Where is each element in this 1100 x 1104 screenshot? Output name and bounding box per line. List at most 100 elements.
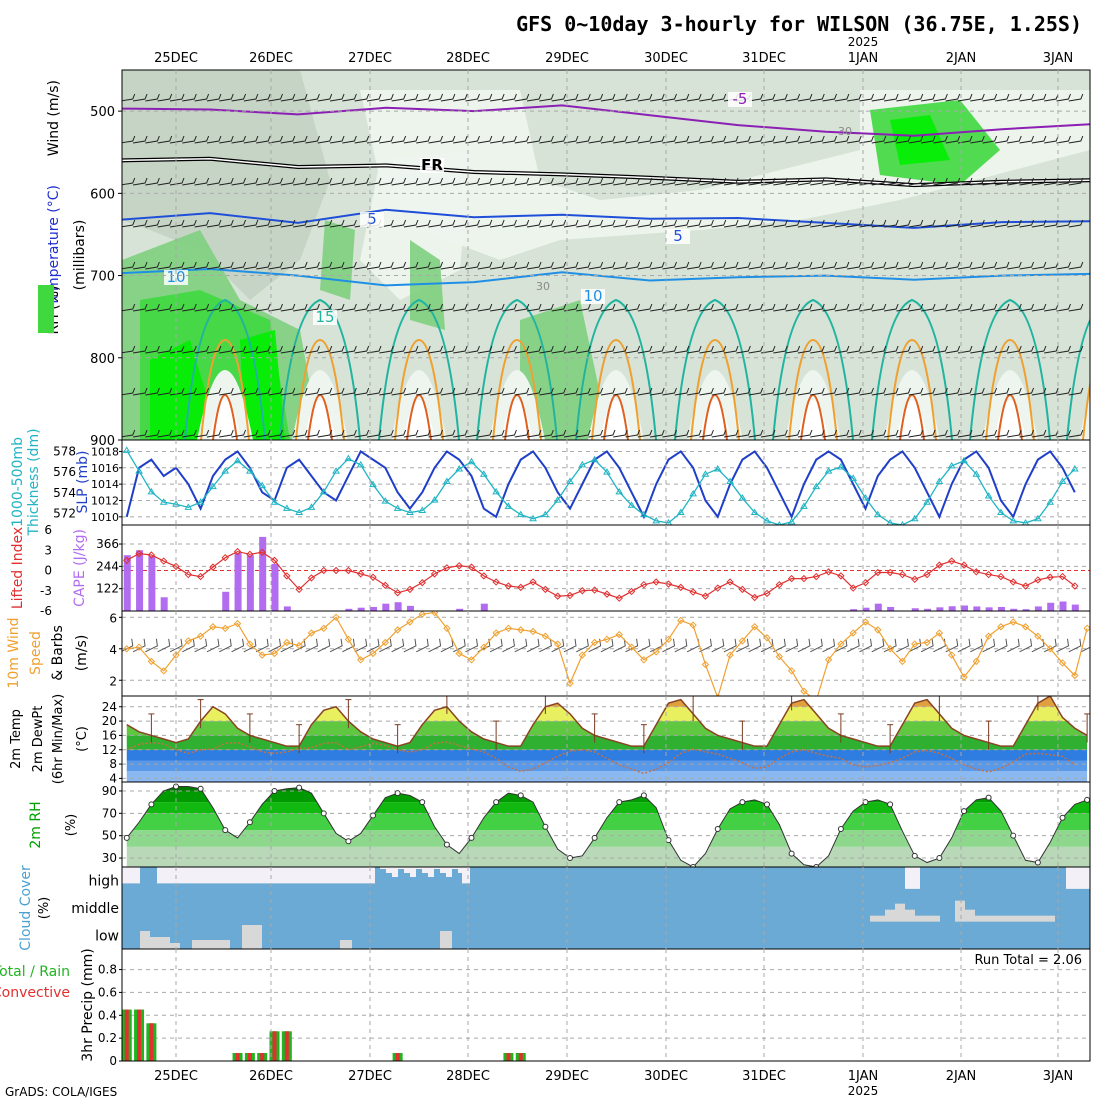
wind-barb: [416, 135, 431, 144]
wind-barb: [650, 387, 665, 396]
wind-barb: [699, 135, 714, 144]
lifted-index-marker: [1046, 573, 1054, 581]
wind-barb: [219, 261, 234, 270]
wind-barb: [711, 261, 727, 270]
wind-barb: [280, 219, 296, 228]
lifted-index-marker: [270, 556, 279, 565]
cape-bar: [357, 607, 365, 611]
wind-barb: [723, 219, 739, 228]
rh-driest-core: [501, 400, 533, 440]
wind-barb: [182, 93, 197, 102]
wind-barb: [773, 219, 788, 228]
lifted-index-marker: [393, 589, 402, 597]
wind-speed-marker: [295, 641, 303, 650]
wind-barb: [490, 345, 505, 354]
thickness-marker: [196, 498, 205, 505]
wind-barb: [453, 177, 468, 186]
temp-band: [126, 771, 1088, 782]
wind-barb: [169, 261, 185, 270]
wind-barb: [970, 303, 985, 312]
wind-barb: [317, 219, 333, 228]
wind-speed-marker: [813, 698, 819, 704]
wind-barb: [908, 345, 924, 354]
wind-barb: [551, 345, 567, 354]
wind-barb: [884, 387, 899, 396]
ytick-label: 500: [90, 105, 115, 120]
wind-barb: [896, 93, 911, 102]
lifted-index-marker: [1071, 582, 1079, 590]
surface-wind-barb: [231, 638, 245, 653]
wind-barb: [145, 177, 160, 186]
wind-barb: [1007, 219, 1022, 228]
convective-precip-bar: [284, 1031, 289, 1061]
wind-barb: [502, 387, 517, 396]
wind-barb: [699, 387, 714, 396]
wind-barb: [600, 135, 616, 144]
wind-speed-marker: [677, 616, 685, 625]
thickness-marker: [701, 470, 710, 477]
surface-wind-barb: [957, 638, 971, 653]
thickness-marker: [406, 508, 414, 516]
wind-barb: [539, 135, 554, 144]
middle-cloud-block: [870, 915, 885, 922]
wind-barb: [366, 429, 382, 438]
wind-barb: [1044, 219, 1059, 228]
thickness-marker: [763, 516, 771, 524]
wind-barb: [563, 135, 579, 144]
wind-barb: [391, 345, 407, 354]
wind-barb: [637, 135, 653, 144]
wind-barb: [514, 387, 530, 396]
wind-barb: [834, 219, 850, 228]
wind-barb: [1031, 387, 1047, 396]
wind-barb: [908, 387, 924, 396]
thickness-marker: [430, 496, 439, 503]
cape-bar: [961, 605, 968, 611]
lifted-index-marker: [874, 568, 882, 577]
lifted-index-marker: [640, 580, 648, 589]
ytick-label-left: 574: [53, 486, 76, 500]
wind-barb: [465, 93, 480, 102]
wind-barb: [637, 261, 653, 270]
wind-barb: [637, 345, 653, 354]
wind-barb: [785, 345, 801, 354]
wind-barb: [268, 345, 283, 354]
wind-barb: [859, 429, 874, 438]
wind-barb: [662, 93, 677, 102]
wind-barb: [293, 177, 308, 186]
wind-barb: [600, 177, 616, 186]
wind-barb: [122, 135, 136, 144]
wind-barb: [957, 429, 973, 438]
surface-wind-barb: [711, 638, 725, 653]
wind-barb: [847, 429, 862, 438]
wind-barb: [231, 345, 247, 354]
wind-barb: [785, 135, 801, 144]
cape-bar: [370, 606, 377, 611]
rh-band: [126, 830, 1090, 847]
wind-barb: [859, 387, 874, 396]
lifted-index-marker: [911, 575, 919, 583]
wind-barb: [834, 135, 850, 144]
ytick-label-right: 1016: [91, 462, 119, 475]
wind-speed-marker: [233, 619, 242, 628]
wind-barb: [637, 303, 653, 312]
wind-barb: [1068, 429, 1084, 438]
wind-barb: [957, 387, 973, 396]
lifted-index-marker: [935, 561, 944, 569]
ytick-label: 800: [90, 352, 115, 367]
contour-label: 30: [536, 280, 550, 293]
wind-barb: [810, 345, 825, 354]
lifted-index-marker: [147, 551, 156, 559]
wind-barb: [379, 135, 394, 144]
wind-barb: [416, 93, 431, 102]
high-cloud-notch: [380, 867, 386, 869]
wind-barb: [785, 387, 801, 396]
temp-ylabel-group: (6hr Min/Max): [51, 694, 66, 784]
wind-barb: [1031, 429, 1047, 438]
thickness-marker: [418, 506, 427, 513]
wind-barb: [440, 135, 456, 144]
wind-barb: [293, 345, 308, 354]
wind-barb: [797, 345, 813, 354]
wind-barb: [539, 387, 554, 396]
wind-speed-marker: [467, 656, 476, 664]
wind-barb: [699, 303, 714, 312]
